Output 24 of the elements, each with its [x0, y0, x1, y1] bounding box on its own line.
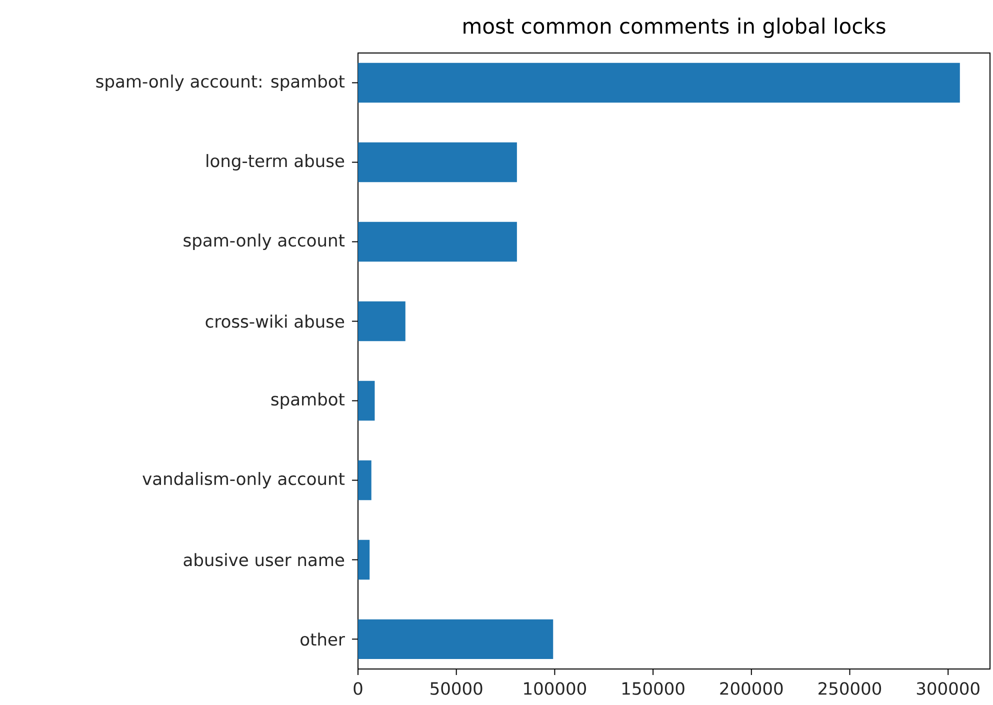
bar — [358, 380, 375, 421]
bar — [358, 62, 960, 103]
x-tick-label: 50000 — [430, 682, 482, 695]
y-tick-label: abusive user name — [184, 553, 344, 566]
x-tick-label: 250000 — [818, 682, 882, 695]
bar — [358, 540, 370, 580]
bar — [358, 619, 554, 660]
bar — [358, 222, 517, 262]
y-tick-label: spam-only account — [184, 234, 345, 250]
bar — [358, 460, 372, 500]
x-tick-label: 0 — [354, 682, 362, 695]
x-tick-label: 150000 — [622, 682, 684, 695]
chart-title: most common comments in global locks — [464, 18, 886, 38]
y-tick-label: spambot — [271, 392, 345, 409]
x-tick-label: 100000 — [524, 682, 586, 695]
y-tick-label: spam-only account: spambot — [96, 74, 345, 92]
bar — [358, 142, 517, 182]
y-tick-label: cross-wiki abuse — [206, 314, 344, 328]
x-tick-label: 200000 — [720, 682, 783, 695]
y-tick-label: vandalism-only account — [142, 472, 345, 488]
bar — [358, 301, 406, 342]
y-tick-label: long-term abuse — [206, 154, 344, 171]
y-tick-label: other — [300, 632, 345, 646]
x-tick-label: 300000 — [916, 682, 980, 695]
